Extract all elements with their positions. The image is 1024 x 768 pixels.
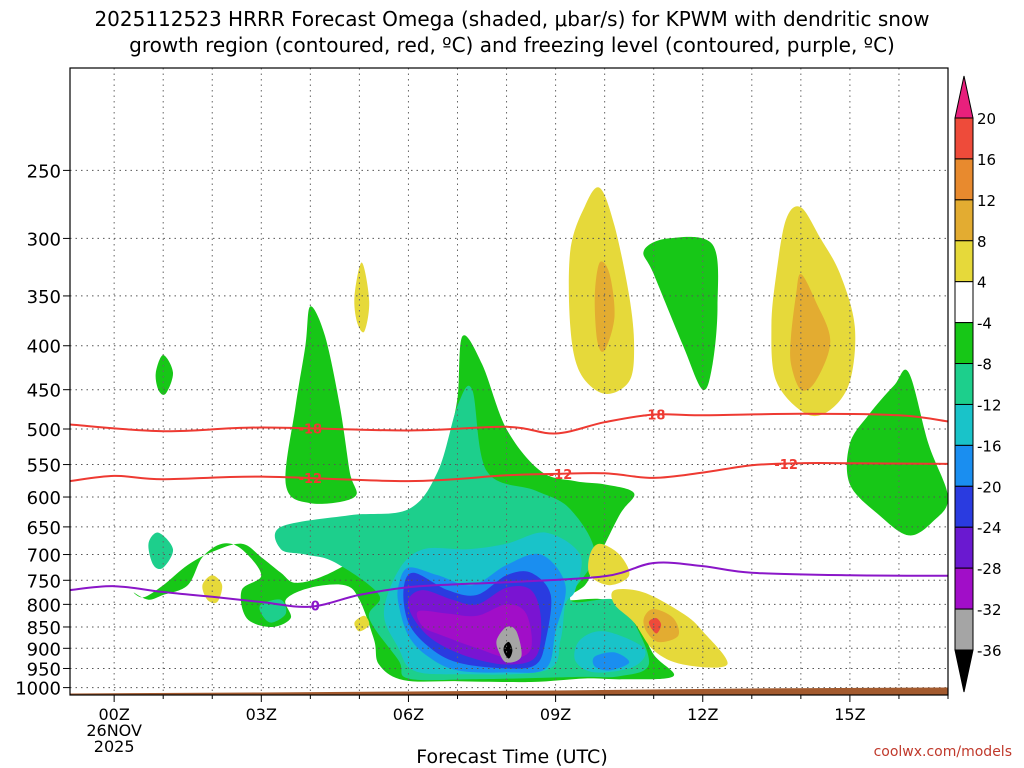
omega-region-orange-11z-lower	[643, 609, 680, 643]
omega-region-orange-14z-upper	[790, 273, 831, 391]
colorbar-box-1	[954, 158, 974, 201]
y-tick-label-950: 950	[27, 659, 61, 680]
y-tick-label-300: 300	[27, 229, 61, 250]
chart-title-line-2: growth region (contoured, red, ºC) and f…	[129, 33, 895, 57]
x-date-label: 2025	[94, 737, 135, 756]
omega-region-green-blob-01z	[155, 355, 174, 395]
x-tick-label-15Z: 15Z	[834, 705, 865, 724]
y-tick-label-450: 450	[27, 381, 61, 402]
plot-frame	[69, 67, 949, 696]
x-date-label: 26NOV	[86, 721, 142, 740]
x-tick-label-09Z: 09Z	[540, 705, 571, 724]
colorbar-box-2	[954, 199, 974, 242]
omega-region-yellow-10z-lower	[588, 543, 630, 586]
colorbar-box-3	[954, 240, 974, 283]
contour-label-dgz_minus18: -18	[299, 423, 323, 438]
x-tick-label-06Z: 06Z	[393, 705, 424, 724]
colorbar-label: -4	[977, 315, 992, 333]
omega-region-red-11z-lower	[648, 618, 662, 634]
colorbar-label: -20	[977, 478, 1002, 496]
colorbar-label: -28	[977, 560, 1002, 578]
omega-region-yellow-2z-small	[202, 575, 223, 604]
y-tick-label-1000: 1000	[15, 679, 61, 700]
colorbar-label: -36	[977, 642, 1002, 660]
contour-dgz_minus12	[70, 462, 948, 483]
colorbar-label: -24	[977, 519, 1002, 537]
colorbar-box-0	[954, 117, 974, 160]
colorbar-top-arrow	[954, 75, 974, 119]
x-tick-label-03Z: 03Z	[246, 705, 277, 724]
contour-label-dgz_minus12: -12	[549, 468, 573, 483]
contour-dgz_minus18	[70, 412, 948, 435]
omega-region-black-core	[503, 641, 513, 659]
y-tick-label-850: 850	[27, 618, 61, 639]
omega-shaded-regions	[133, 187, 948, 683]
x-tick-label-12Z: 12Z	[687, 705, 718, 724]
colorbar-label: -12	[977, 396, 1002, 414]
contour-label-dgz_minus12: -12	[774, 458, 798, 473]
omega-region-green-blob-16z	[846, 369, 948, 536]
contour-lines: -18 -18 -12 -12 -12 0	[70, 409, 948, 615]
omega-region-orange-10z-upper	[594, 261, 615, 352]
colorbar-box-8	[954, 444, 974, 487]
omega-region-green-blob-11z-upper	[643, 236, 719, 391]
colorbar-label: -32	[977, 601, 1002, 619]
colorbar-box-12	[954, 608, 974, 651]
credit-text: coolwx.com/models	[873, 744, 1012, 760]
colorbar-bottom-arrow	[954, 649, 974, 693]
colorbar: 20 16 12 8 4 -4 -8 -12 -16 -20 -24 -28 -32 -36	[954, 75, 1002, 693]
y-tick-label-500: 500	[27, 420, 61, 441]
gridlines	[70, 68, 949, 695]
y-tick-label-750: 750	[27, 571, 61, 592]
contour-freezing_0	[70, 561, 948, 608]
y-tick-label-700: 700	[27, 546, 61, 567]
x-axis-label: Forecast Time (UTC)	[416, 746, 608, 768]
omega-region-yellow-5z-lower	[354, 615, 370, 632]
y-tick-label-650: 650	[27, 518, 61, 539]
colorbar-label: 8	[977, 233, 987, 251]
contour-label-freezing_0: 0	[311, 600, 320, 615]
y-tick-label-900: 900	[27, 639, 61, 660]
y-tick-label-250: 250	[27, 161, 61, 182]
colorbar-label: 20	[977, 110, 996, 128]
y-tick-label-800: 800	[27, 595, 61, 616]
contour-label-dgz_minus18: -18	[642, 409, 666, 424]
colorbar-box-5	[954, 322, 974, 365]
colorbar-label: 12	[977, 192, 996, 210]
terrain-fill	[70, 687, 948, 695]
x-tick-label-00Z: 00Z	[98, 705, 129, 724]
y-axis: 2503003504004505005506006507007508008509…	[15, 161, 70, 700]
colorbar-label: 4	[977, 274, 987, 292]
omega-region-green-tower-3z	[285, 306, 357, 504]
colorbar-label: 16	[977, 151, 996, 169]
colorbar-label: -16	[977, 437, 1002, 455]
colorbar-box-6	[954, 363, 974, 405]
colorbar-box-10	[954, 526, 974, 569]
omega-region-yellow-5z-thin	[354, 262, 370, 333]
colorbar-box-11	[954, 567, 974, 610]
y-tick-label-550: 550	[27, 456, 61, 477]
colorbar-box-4	[954, 281, 974, 324]
chart-title-line-1: 2025112523 HRRR Forecast Omega (shaded, …	[94, 7, 930, 31]
omega-region-teal-left-small	[148, 532, 174, 570]
omega-region-blue-dot-10z	[592, 652, 630, 671]
contour-label-dgz_minus12: -12	[299, 472, 323, 487]
colorbar-label: -8	[977, 356, 992, 374]
terrain-band	[70, 687, 948, 695]
colorbar-box-9	[954, 485, 974, 528]
colorbar-box-7	[954, 403, 974, 446]
y-tick-label-350: 350	[27, 287, 61, 308]
y-tick-label-400: 400	[27, 337, 61, 358]
y-tick-label-600: 600	[27, 488, 61, 509]
